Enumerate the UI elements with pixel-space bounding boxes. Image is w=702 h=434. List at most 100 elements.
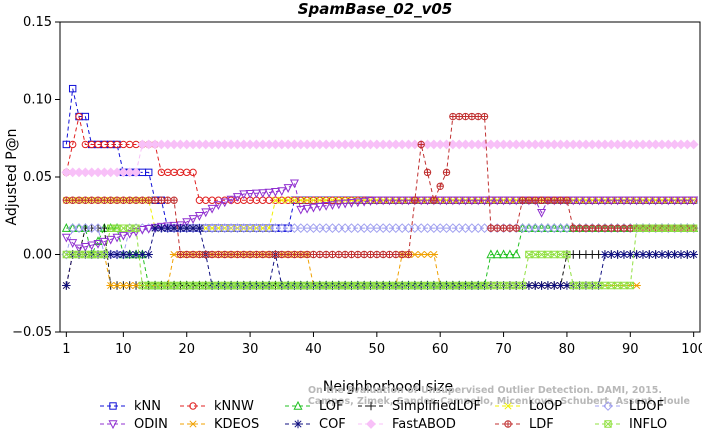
data-point bbox=[162, 139, 173, 150]
data-point bbox=[144, 250, 153, 259]
data-point bbox=[219, 139, 230, 150]
data-point bbox=[74, 167, 84, 178]
data-point bbox=[625, 139, 636, 150]
data-point bbox=[676, 196, 686, 206]
data-point bbox=[505, 196, 515, 206]
data-point bbox=[612, 139, 623, 150]
y-tick-label: 0.05 bbox=[23, 170, 52, 185]
data-point bbox=[378, 223, 389, 234]
data-point bbox=[506, 224, 514, 232]
data-point bbox=[582, 196, 590, 204]
y-axis-label: Adjusted P@n bbox=[4, 128, 20, 225]
data-point bbox=[264, 188, 274, 198]
series-line-loop bbox=[66, 199, 694, 229]
data-point bbox=[189, 168, 197, 177]
data-point bbox=[397, 139, 408, 150]
data-point bbox=[207, 139, 217, 150]
data-point bbox=[569, 224, 577, 232]
series-cof bbox=[62, 223, 698, 290]
data-point bbox=[536, 223, 547, 234]
x-tick-label: 1 bbox=[62, 342, 70, 357]
legend-marker bbox=[109, 402, 117, 410]
data-point bbox=[182, 218, 192, 228]
data-point bbox=[327, 201, 337, 210]
legend-item-ldof: LDOF bbox=[595, 399, 664, 414]
data-point bbox=[430, 196, 438, 204]
data-point bbox=[588, 196, 596, 204]
data-point bbox=[181, 139, 192, 150]
data-point bbox=[99, 167, 110, 178]
data-point bbox=[238, 223, 249, 234]
data-point bbox=[384, 196, 395, 206]
series-fastabod bbox=[61, 139, 699, 178]
data-point bbox=[468, 112, 476, 121]
data-point bbox=[466, 139, 477, 150]
data-point bbox=[207, 223, 217, 234]
data-point bbox=[346, 199, 357, 208]
data-point bbox=[518, 196, 527, 204]
data-point bbox=[454, 139, 465, 150]
legend-marker bbox=[504, 420, 512, 428]
data-point bbox=[264, 139, 275, 150]
citation-line-2: On the Evaluation of Unsupervised Outlie… bbox=[308, 385, 662, 396]
data-point bbox=[543, 223, 553, 234]
data-point bbox=[207, 204, 217, 214]
data-point bbox=[289, 139, 300, 150]
data-point bbox=[277, 187, 287, 197]
data-point bbox=[183, 250, 191, 259]
legend-marker bbox=[604, 420, 612, 428]
data-point bbox=[278, 196, 286, 204]
data-point bbox=[435, 196, 445, 206]
data-point bbox=[620, 224, 628, 232]
data-point bbox=[625, 196, 635, 206]
data-point bbox=[365, 139, 376, 150]
data-point bbox=[259, 250, 267, 259]
data-point bbox=[447, 223, 458, 234]
chart-title: SpamBase_02_v05 bbox=[298, 0, 452, 18]
data-point bbox=[80, 243, 90, 252]
data-point bbox=[289, 179, 299, 189]
data-point bbox=[428, 139, 439, 150]
data-point bbox=[352, 223, 363, 234]
data-point bbox=[284, 196, 292, 204]
data-point bbox=[93, 167, 103, 178]
data-point bbox=[283, 184, 293, 193]
data-point bbox=[233, 250, 242, 259]
data-point bbox=[487, 224, 495, 232]
data-point bbox=[550, 281, 559, 290]
data-point bbox=[100, 250, 109, 259]
data-point bbox=[80, 167, 91, 178]
series-odin bbox=[61, 179, 699, 254]
data-point bbox=[126, 196, 134, 204]
legend-label: kNNW bbox=[214, 399, 254, 414]
data-point bbox=[156, 139, 167, 150]
data-point bbox=[613, 196, 623, 206]
data-point bbox=[314, 223, 325, 234]
data-point bbox=[188, 139, 198, 150]
data-point bbox=[213, 139, 224, 150]
legend-label: LOF bbox=[319, 399, 344, 414]
data-point bbox=[346, 139, 357, 150]
data-point bbox=[485, 139, 496, 150]
y-tick-label: 0.10 bbox=[23, 93, 52, 108]
data-point bbox=[626, 224, 634, 232]
data-point bbox=[62, 281, 71, 290]
data-point bbox=[290, 196, 299, 204]
data-point bbox=[213, 223, 224, 234]
data-point bbox=[467, 196, 477, 206]
data-point bbox=[354, 250, 362, 259]
legend-label: LDOF bbox=[629, 399, 664, 414]
data-point bbox=[442, 196, 452, 206]
citation-line-1: Campos, Zimek, Sander, Campello, Micenko… bbox=[308, 396, 690, 407]
legend-marker bbox=[108, 420, 118, 430]
data-point bbox=[86, 167, 97, 178]
data-point bbox=[682, 139, 693, 150]
data-point bbox=[537, 281, 546, 290]
data-point bbox=[297, 196, 305, 204]
data-point bbox=[492, 249, 502, 259]
data-point bbox=[411, 196, 419, 204]
data-point bbox=[582, 224, 590, 232]
data-point bbox=[435, 139, 446, 150]
data-point bbox=[75, 196, 83, 204]
data-point bbox=[94, 196, 102, 204]
